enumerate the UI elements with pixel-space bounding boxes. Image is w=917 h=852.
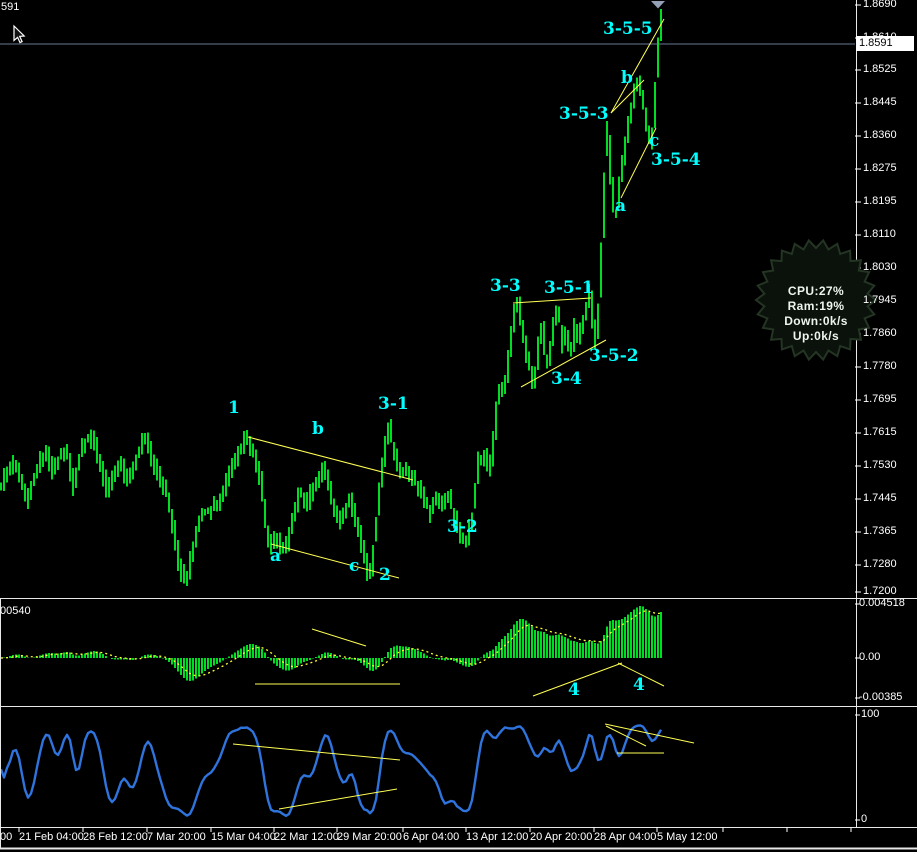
system-stats-overlay [754,238,878,362]
price-trendline[interactable] [247,436,414,481]
price-trendline[interactable] [610,18,665,114]
macd-histogram [3,606,662,681]
current-price-box: 1.8591 [856,36,914,51]
indicator-value-label: 00540 [0,605,31,617]
price-bars [0,9,662,586]
price-trendline[interactable] [610,79,645,114]
macd-trendline[interactable] [532,662,623,697]
price-trendline[interactable] [512,297,592,304]
price-trendline[interactable] [520,339,607,388]
oscillator-trendline[interactable] [604,723,695,744]
down-arrow-marker[interactable] [651,1,665,9]
mouse-cursor [13,24,26,44]
price-trendline[interactable] [270,543,400,579]
oscillator-line [0,724,663,817]
macd-trendline[interactable] [311,628,367,647]
oscillator-trendline[interactable] [232,743,401,761]
macd-trendline[interactable] [617,662,665,687]
macd-signal-line [0,610,662,677]
price-trendline[interactable] [620,127,657,199]
oscillator-trendline[interactable] [605,725,647,747]
oscillator-trendline[interactable] [278,788,398,810]
top-left-price-label: 591 [1,1,20,13]
